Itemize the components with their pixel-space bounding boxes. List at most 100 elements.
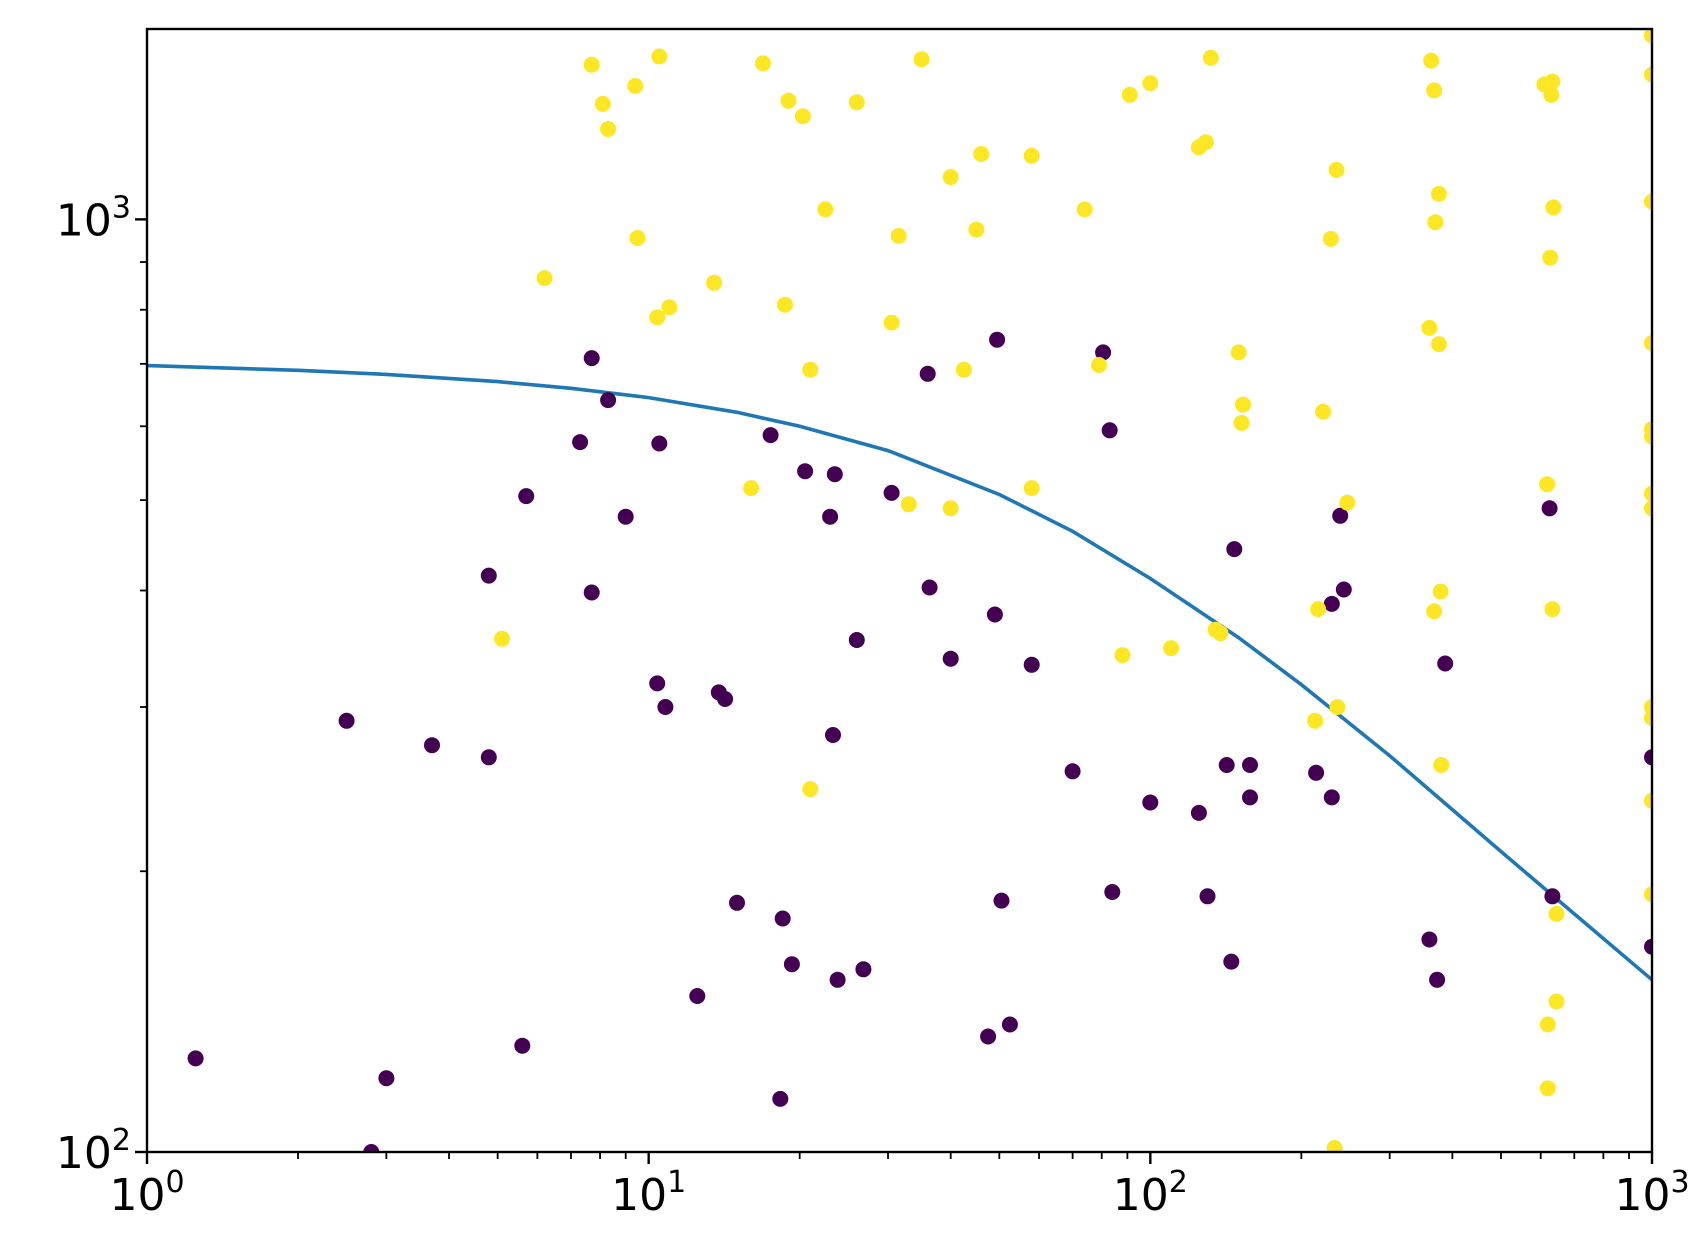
scatter-point-class-0 (797, 463, 814, 480)
scatter-point-class-0 (993, 892, 1010, 909)
scatter-point-class-0 (1101, 422, 1118, 439)
scatter-point-class-1 (1644, 710, 1652, 726)
scatter-point-class-0 (583, 350, 600, 367)
scatter-point-class-1 (1421, 319, 1438, 336)
scatter-point-class-1 (1076, 201, 1093, 218)
scatter-point-class-0 (942, 650, 959, 667)
scatter-point-class-1 (1545, 199, 1562, 216)
scatter-point-class-1 (1539, 1080, 1556, 1097)
scatter-point-class-1 (968, 221, 985, 238)
scatter-point-class-0 (855, 961, 872, 978)
scatter-point-class-1 (817, 201, 834, 218)
scatter-point-class-1 (1328, 161, 1345, 178)
scatter-point-class-1 (743, 480, 760, 497)
scatter-point-class-1 (494, 630, 510, 647)
scatter-point-class-0 (1142, 794, 1159, 811)
scatter-point-class-1 (1644, 335, 1652, 351)
plot-frame (145, 27, 1654, 1154)
scatter-point-class-0 (1323, 595, 1340, 612)
scatter-point-class-0 (1064, 763, 1081, 780)
scatter-point-class-1 (583, 56, 600, 73)
scatter-point-class-0 (774, 910, 791, 927)
scatter-point-class-0 (822, 508, 839, 525)
scatter-point-class-0 (826, 466, 843, 483)
scatter-point-class-0 (1242, 789, 1258, 806)
scatter-point-class-0 (921, 579, 938, 596)
scatter-point-class-0 (1332, 507, 1349, 524)
x-tick-label: 103 (1614, 1165, 1689, 1221)
scatter-point-class-0 (1223, 953, 1240, 970)
axis-ticks (135, 218, 1654, 1164)
scatter-point-class-0 (980, 1028, 997, 1045)
scatter-point-class-0 (1199, 888, 1216, 905)
x-tick-label: 102 (1113, 1165, 1188, 1221)
y-tick-label: 103 (56, 190, 131, 246)
scatter-point-class-1 (706, 274, 723, 291)
scatter-point-class-0 (1190, 804, 1207, 821)
scatter-point-class-1 (1430, 185, 1447, 202)
scatter-point-class-1 (1142, 75, 1159, 92)
scatter-point-class-0 (583, 584, 600, 601)
y-tick-label: 102 (56, 1123, 131, 1179)
scatter-point-class-1 (1114, 647, 1131, 664)
scatter-point-class-1 (1315, 403, 1332, 420)
scatter-point-class-0 (1544, 888, 1561, 905)
scatter-point-class-0 (1541, 500, 1558, 517)
scatter-point-class-0 (729, 894, 745, 911)
scatter-point-class-0 (1437, 655, 1454, 672)
scatter-point-class-1 (1426, 82, 1443, 99)
scatter-point-class-1 (1544, 73, 1561, 90)
scatter-point-class-1 (1202, 49, 1219, 66)
scatter-point-class-1 (1644, 500, 1652, 517)
scatter-point-class-1 (1548, 993, 1565, 1010)
scatter-point-class-1 (780, 92, 797, 109)
scatter-point-class-0 (1218, 757, 1235, 773)
scatter-point-class-0 (986, 606, 1003, 623)
scatter-point-class-0 (480, 567, 497, 584)
scatter-point-class-0 (883, 484, 900, 501)
scatter-point-class-0 (617, 508, 634, 525)
scatter-point-class-1 (1339, 494, 1356, 511)
scatter-point-class-1 (629, 230, 646, 246)
scatter-point-class-1 (955, 361, 972, 378)
scatter-point-class-1 (1644, 886, 1652, 903)
scatter-point-class-1 (1432, 583, 1449, 600)
scatter-point-class-0 (1308, 764, 1325, 781)
scatter-point-class-0 (1335, 581, 1352, 598)
scatter-point-class-1 (913, 51, 930, 68)
scatter-point-class-0 (338, 712, 355, 729)
scatter-point-class-0 (717, 691, 734, 707)
scatter-point-class-1 (1023, 480, 1040, 497)
scatter-point-class-1 (1644, 66, 1652, 83)
scatter-point-class-0 (424, 737, 440, 754)
scatter-point-class-0 (651, 435, 668, 452)
scatter-point-class-0 (600, 392, 617, 409)
scatter-point-class-0 (363, 1144, 380, 1152)
x-tick-label: 101 (611, 1165, 686, 1221)
scatter-point-class-0 (480, 749, 497, 766)
scatter-point-class-1 (1307, 712, 1324, 729)
scatter-point-class-1 (649, 309, 666, 326)
scatter-point-class-0 (919, 365, 936, 382)
axis-tick-labels: 100 101 102 103 102 103 (56, 190, 1690, 1221)
scatter-point-class-1 (1091, 357, 1107, 373)
scatter-point-class-1 (883, 314, 900, 331)
scatter-point-class-1 (1233, 414, 1250, 431)
scatter-point-class-1 (1539, 1016, 1556, 1033)
scatter-point-class-0 (1429, 971, 1446, 988)
scatter-point-class-0 (378, 1070, 395, 1087)
scatter-point-class-0 (1095, 344, 1112, 361)
scatter-point-class-0 (762, 427, 779, 444)
scatter-point-class-1 (1433, 757, 1450, 773)
scatter-point-class-0 (1104, 884, 1121, 900)
scatter-point-class-1 (600, 121, 617, 137)
scatter-point-class-1 (1426, 603, 1443, 620)
scatter-point-class-1 (1644, 485, 1652, 502)
scatter-point-class-0 (783, 956, 800, 973)
x-tick-label: 100 (109, 1165, 184, 1221)
scatter-point-class-0 (514, 1037, 531, 1054)
scatter-point-class-1 (1543, 86, 1560, 103)
scatter-point-class-1 (1230, 344, 1247, 361)
scatter-point-class-0 (1644, 749, 1652, 766)
scatter-point-class-0 (1001, 1016, 1018, 1033)
